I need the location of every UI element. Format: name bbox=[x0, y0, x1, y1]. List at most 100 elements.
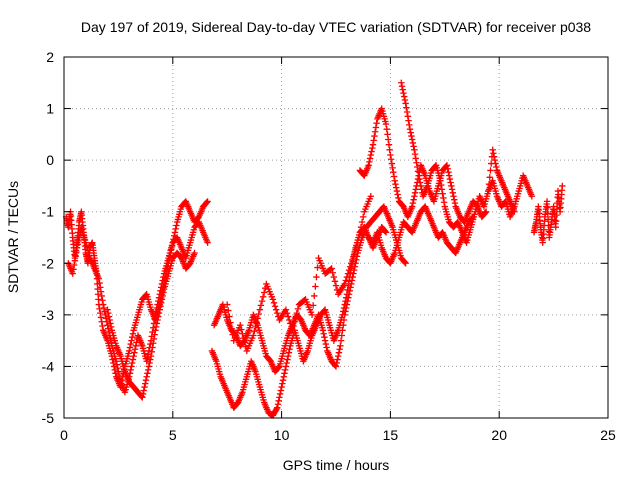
data-point bbox=[342, 297, 349, 305]
data-point bbox=[277, 387, 285, 394]
data-point bbox=[469, 213, 477, 221]
data-point bbox=[115, 371, 123, 379]
data-point bbox=[107, 323, 115, 331]
data-point bbox=[391, 177, 398, 184]
data-point bbox=[345, 278, 353, 285]
data-point bbox=[355, 234, 363, 241]
data-point bbox=[322, 340, 330, 348]
data-point bbox=[411, 189, 419, 197]
data-point bbox=[338, 332, 346, 339]
data-point bbox=[97, 288, 105, 295]
data-point bbox=[408, 132, 415, 140]
data-point bbox=[335, 349, 343, 356]
data-point bbox=[132, 342, 140, 349]
data-point bbox=[553, 205, 561, 213]
data-point bbox=[237, 321, 244, 329]
data-point bbox=[333, 359, 340, 367]
data-point bbox=[544, 204, 551, 211]
data-point bbox=[160, 289, 167, 296]
data-point bbox=[71, 257, 79, 264]
data-point bbox=[107, 339, 115, 346]
data-point bbox=[279, 380, 286, 387]
data-point bbox=[282, 306, 290, 313]
data-point bbox=[280, 373, 287, 380]
data-point bbox=[128, 363, 135, 370]
data-point bbox=[332, 282, 340, 289]
data-point bbox=[323, 344, 330, 351]
data-point bbox=[403, 108, 411, 116]
data-point bbox=[360, 213, 367, 221]
data-point bbox=[486, 174, 493, 181]
data-point bbox=[72, 253, 79, 260]
data-point bbox=[392, 181, 399, 188]
data-point bbox=[312, 283, 319, 290]
data-point bbox=[150, 340, 157, 347]
data-point bbox=[409, 139, 417, 147]
data-point bbox=[394, 191, 401, 198]
data-point bbox=[270, 299, 278, 307]
data-point bbox=[279, 376, 287, 384]
series-trace-10 bbox=[485, 172, 536, 221]
data-point bbox=[393, 184, 400, 191]
data-point bbox=[70, 266, 77, 273]
data-point bbox=[411, 193, 418, 200]
plot-frame bbox=[63, 56, 609, 419]
data-point bbox=[113, 358, 120, 365]
data-point bbox=[332, 363, 340, 370]
data-point bbox=[291, 318, 298, 325]
data-point bbox=[408, 203, 416, 210]
data-point bbox=[482, 208, 490, 215]
data-point bbox=[226, 313, 233, 320]
data-point bbox=[276, 394, 283, 401]
data-point bbox=[106, 316, 113, 324]
data-point bbox=[390, 168, 397, 176]
data-point bbox=[329, 269, 336, 276]
data-point bbox=[143, 373, 150, 380]
data-point bbox=[328, 265, 335, 272]
data-point bbox=[73, 244, 81, 252]
data-point bbox=[283, 309, 291, 317]
data-point bbox=[252, 323, 259, 331]
data-point bbox=[437, 181, 445, 189]
data-point bbox=[440, 194, 447, 202]
x-tick-label: 0 bbox=[60, 427, 68, 443]
data-point bbox=[342, 294, 350, 301]
ticks: 0 5 10 15 20 25 -5 -4 -3 -2 -1 0 1 2 bbox=[42, 49, 616, 443]
data-point bbox=[413, 159, 420, 166]
data-point bbox=[412, 186, 419, 193]
data-point bbox=[343, 273, 351, 281]
data-point bbox=[155, 313, 162, 320]
x-tick-label: 20 bbox=[491, 427, 507, 443]
data-point bbox=[105, 309, 112, 317]
data-point bbox=[96, 305, 103, 313]
data-point bbox=[238, 326, 245, 333]
data-point bbox=[415, 172, 422, 179]
data-point bbox=[73, 248, 80, 256]
data-point bbox=[250, 332, 257, 339]
data-point bbox=[260, 289, 268, 296]
data-point bbox=[469, 214, 476, 221]
data-point bbox=[340, 304, 348, 312]
data-point bbox=[406, 121, 413, 129]
data-point bbox=[357, 223, 365, 231]
data-point bbox=[346, 263, 354, 270]
data-point bbox=[97, 314, 105, 321]
data-point bbox=[274, 309, 281, 317]
data-point bbox=[348, 260, 355, 267]
data-point bbox=[154, 316, 161, 324]
data-point bbox=[105, 313, 113, 320]
data-point bbox=[240, 334, 247, 342]
data-point bbox=[97, 309, 104, 317]
data-point bbox=[107, 335, 114, 343]
data-point bbox=[409, 199, 417, 207]
data-point bbox=[286, 346, 293, 353]
y-tick-label: -2 bbox=[42, 255, 55, 271]
data-point bbox=[155, 309, 163, 317]
data-point bbox=[393, 187, 401, 195]
data-point bbox=[493, 163, 500, 171]
data-point bbox=[225, 307, 232, 314]
data-point bbox=[405, 117, 412, 124]
data-point bbox=[439, 190, 446, 197]
data-point bbox=[293, 309, 301, 317]
